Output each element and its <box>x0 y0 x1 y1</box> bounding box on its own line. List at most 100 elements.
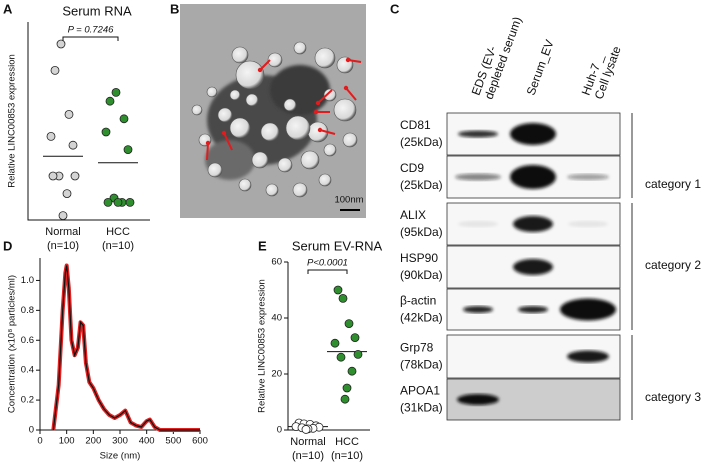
blot-band <box>513 259 553 275</box>
point <box>111 88 121 97</box>
panel-letter: A <box>3 1 13 16</box>
point <box>48 171 58 181</box>
chart-title: Serum RNA <box>62 3 132 18</box>
group-label: category 2 <box>645 258 701 272</box>
vesicle <box>245 93 259 107</box>
blot-band <box>567 350 609 363</box>
vesicle <box>292 182 308 198</box>
x-axis-label: Size (nm) <box>100 451 141 462</box>
blot-band <box>510 123 556 145</box>
vesicle <box>229 89 241 101</box>
x-tick-label: 400 <box>139 436 155 447</box>
row-label: (95kDa) <box>400 225 443 239</box>
arrow <box>223 132 233 151</box>
arrow-head <box>221 130 227 136</box>
blot-band <box>458 221 498 227</box>
point <box>333 285 343 295</box>
point <box>340 394 350 404</box>
blot-band <box>560 298 616 321</box>
x-tick-label: Normal <box>290 436 325 448</box>
y-tick-label: 0.8 <box>21 305 34 316</box>
point <box>350 333 360 343</box>
point <box>301 425 311 434</box>
y-axis-label: Relative LINC00853 expression <box>257 279 268 413</box>
blot-band <box>463 306 493 313</box>
annotation: P<0.0001 <box>307 258 348 269</box>
vesicle <box>285 115 311 141</box>
x-tick-sublabel: (n=10) <box>102 240 134 252</box>
vesicle <box>251 151 269 169</box>
point <box>62 189 72 199</box>
arrow-head <box>343 85 349 91</box>
x-tick-sublabel: (n=10) <box>292 450 324 462</box>
point <box>338 293 348 303</box>
point <box>50 66 60 75</box>
point <box>125 197 135 207</box>
error-band <box>51 263 200 432</box>
point <box>119 114 129 124</box>
vesicle <box>323 143 337 157</box>
x-tick-label: 100 <box>59 436 75 447</box>
blot-band <box>510 165 556 189</box>
vesicle <box>300 150 320 170</box>
axis <box>27 22 150 221</box>
point <box>347 366 357 376</box>
point <box>56 39 66 49</box>
vesicle <box>235 60 265 90</box>
y-tick-label: 0.4 <box>21 365 34 376</box>
y-tick-label: 1.0 <box>21 275 34 286</box>
x-tick-label: HCC <box>106 226 130 238</box>
point <box>123 145 133 155</box>
point <box>344 319 354 329</box>
panel-letter: C <box>390 1 400 16</box>
group-label: category 1 <box>645 177 701 191</box>
arrow <box>317 89 333 104</box>
group-label: category 3 <box>645 390 701 404</box>
row-label: APOA1 <box>400 384 440 398</box>
vesicle <box>277 157 293 173</box>
y-tick-label: 0 <box>29 425 34 436</box>
blot-band <box>455 173 501 181</box>
blot-band <box>568 221 608 227</box>
vesicle <box>293 41 307 55</box>
line <box>52 265 200 431</box>
blot-band <box>518 306 548 313</box>
x-tick-label: Normal <box>45 226 80 238</box>
lane-label: Serum_EV <box>524 38 557 97</box>
arrow-head <box>317 127 323 133</box>
arrow <box>259 59 271 71</box>
scale-label: 100nm <box>334 195 363 206</box>
arrow-head <box>345 57 351 63</box>
x-tick-label: HCC <box>335 436 359 448</box>
y-tick-label: 0.2 <box>21 395 34 406</box>
vesicle <box>229 117 251 139</box>
x-tick-label: 500 <box>165 436 181 447</box>
blot-band <box>513 216 553 232</box>
panel-letter: D <box>3 238 12 253</box>
point <box>70 171 80 181</box>
vesicle <box>231 46 249 64</box>
vesicle <box>265 183 279 197</box>
vesicle <box>323 88 337 102</box>
bracket <box>307 269 348 274</box>
x-tick-label: 200 <box>85 436 101 447</box>
vesicle <box>267 52 283 68</box>
blot-band <box>458 130 498 138</box>
point <box>64 110 74 119</box>
bracket <box>62 36 119 41</box>
blot-band <box>567 174 609 180</box>
y-axis-label: Concentration (x10⁸ particles/ml) <box>7 275 18 413</box>
blot-band <box>457 394 499 405</box>
vesicle <box>207 162 223 178</box>
chart-title: Serum EV-RNA <box>292 238 383 253</box>
point <box>46 131 56 141</box>
row-label: (31kDa) <box>400 401 443 415</box>
x-tick-sublabel: (n=10) <box>331 450 363 462</box>
arrow <box>206 142 209 161</box>
vesicle <box>283 98 297 112</box>
row-label: CD9 <box>400 161 424 175</box>
row-label: (25kDa) <box>400 135 443 149</box>
point <box>113 197 123 207</box>
point <box>105 96 115 106</box>
point <box>101 127 111 137</box>
